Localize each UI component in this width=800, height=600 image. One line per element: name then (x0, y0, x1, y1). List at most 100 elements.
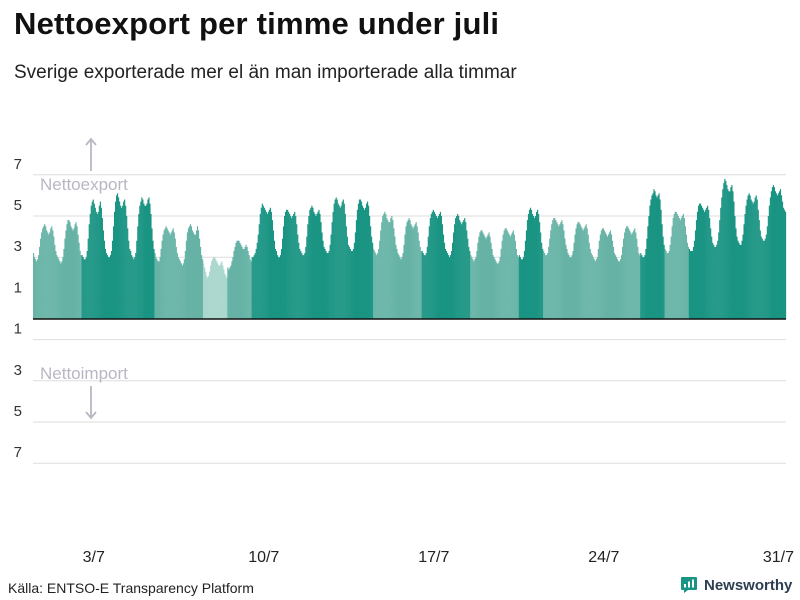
bar (146, 203, 148, 319)
bar (610, 234, 613, 319)
bar (290, 216, 292, 319)
bar (578, 222, 580, 319)
bar (725, 180, 727, 319)
bar (634, 228, 636, 319)
bar (304, 253, 306, 319)
bar (396, 248, 398, 319)
bar (612, 246, 615, 319)
bar (235, 242, 237, 319)
bar (585, 224, 587, 319)
bar (257, 234, 259, 319)
bar (96, 213, 98, 319)
bar (378, 248, 380, 319)
bar (147, 199, 149, 319)
bar (187, 228, 190, 319)
bar (132, 257, 134, 319)
bar (697, 205, 700, 319)
bar (680, 218, 682, 319)
bar (248, 255, 250, 319)
bar (444, 248, 447, 319)
bar (74, 224, 76, 319)
bar (716, 244, 718, 319)
bar (642, 257, 644, 319)
bar (339, 207, 341, 319)
bar (467, 238, 469, 319)
bar (183, 259, 185, 319)
bar (573, 242, 575, 319)
bar (343, 203, 345, 319)
bar (94, 207, 96, 319)
bar (495, 261, 497, 319)
bar (493, 257, 495, 319)
bar (274, 248, 277, 319)
bar (633, 230, 635, 319)
bar (121, 207, 123, 319)
bar (402, 253, 404, 319)
bar (263, 207, 265, 319)
bar (380, 230, 382, 319)
bar (277, 257, 280, 319)
bar (681, 216, 683, 319)
bar (580, 226, 582, 319)
bar (42, 228, 44, 319)
bar (239, 242, 241, 319)
bar (278, 257, 281, 319)
bar (364, 207, 367, 319)
bar (419, 246, 421, 319)
bar (99, 201, 101, 319)
bar (34, 257, 36, 319)
bar (629, 230, 631, 319)
bar (433, 211, 435, 319)
bar (652, 193, 654, 319)
bar (729, 191, 731, 319)
bar (70, 226, 72, 319)
bar (499, 257, 501, 319)
bar (541, 242, 543, 319)
bar (635, 232, 637, 319)
bar (82, 257, 84, 319)
bar (750, 199, 752, 319)
bar (100, 207, 102, 319)
bar (704, 211, 706, 319)
bar (205, 271, 207, 319)
bar (291, 218, 293, 319)
bar (441, 224, 444, 319)
bar (669, 244, 671, 319)
bar (77, 234, 79, 319)
bar (251, 257, 253, 319)
bar (271, 220, 274, 319)
bar (699, 203, 702, 319)
bar (395, 244, 397, 319)
bar (575, 228, 577, 319)
bar (296, 224, 298, 319)
bar (117, 193, 119, 319)
bar (519, 257, 521, 319)
bar (485, 238, 487, 319)
bar (744, 213, 746, 319)
bar (86, 251, 88, 319)
bar (437, 216, 439, 319)
bar (481, 230, 483, 319)
bar (517, 257, 519, 319)
bar (185, 240, 187, 319)
bar (755, 195, 757, 319)
bar (321, 232, 323, 319)
bar (614, 255, 617, 319)
bar (616, 259, 619, 319)
bar (511, 232, 513, 319)
bar (272, 230, 275, 319)
bar (559, 224, 561, 319)
y-tick-label: 1 (14, 279, 22, 296)
bar (477, 242, 479, 319)
bar (62, 257, 64, 319)
bar (572, 251, 574, 319)
x-tick-label: 17/7 (418, 549, 449, 566)
bar (545, 255, 547, 319)
bar (374, 251, 376, 319)
bar (540, 232, 542, 319)
bar (50, 228, 52, 319)
bar (80, 255, 82, 319)
bar (63, 248, 65, 319)
y-tick-label: 1 (14, 321, 22, 338)
bar (503, 230, 505, 319)
